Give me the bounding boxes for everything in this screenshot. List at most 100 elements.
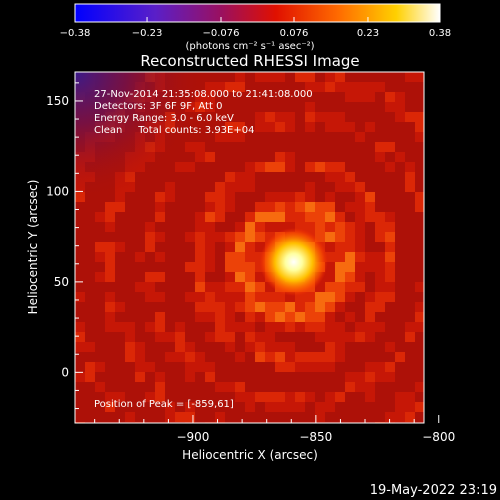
heatmap-cell <box>325 292 335 302</box>
heatmap-cell <box>335 352 345 362</box>
heatmap-cell <box>375 92 385 102</box>
heatmap-cell <box>385 102 395 112</box>
heatmap-cell <box>305 352 315 362</box>
heatmap-cell <box>195 302 205 312</box>
heatmap-cell <box>225 92 235 102</box>
heatmap-cell <box>85 342 95 352</box>
heatmap-cell <box>325 112 335 122</box>
heatmap-cell <box>285 192 295 202</box>
heatmap-cell <box>215 212 225 222</box>
heatmap-cell <box>325 262 335 272</box>
heatmap-cell <box>375 182 385 192</box>
heatmap-cell <box>245 102 255 112</box>
heatmap-cell <box>335 292 345 302</box>
heatmap-cell <box>375 302 385 312</box>
heatmap-cell <box>185 362 195 372</box>
heatmap-cell <box>205 122 215 132</box>
heatmap-cell <box>245 392 255 402</box>
heatmap-cell <box>215 302 225 312</box>
heatmap-cell <box>355 202 365 212</box>
heatmap-cell <box>405 272 415 282</box>
heatmap-cell <box>205 272 215 282</box>
heatmap-cell <box>255 322 265 332</box>
heatmap-cell <box>375 82 385 92</box>
heatmap-cell <box>345 402 355 412</box>
heatmap-cell <box>115 242 125 252</box>
heatmap-cell <box>85 372 95 382</box>
heatmap-cell <box>105 342 115 352</box>
heatmap-cell <box>195 222 205 232</box>
heatmap-cell <box>245 142 255 152</box>
heatmap-cell <box>385 112 395 122</box>
heatmap-cell <box>295 72 305 82</box>
heatmap-cell <box>285 112 295 122</box>
heatmap-cell <box>315 212 325 222</box>
heatmap-cell <box>225 112 235 122</box>
heatmap-cell <box>395 412 405 422</box>
heatmap-cell <box>345 252 355 262</box>
heatmap-cell <box>125 202 135 212</box>
heatmap-cell <box>325 372 335 382</box>
heatmap-cell <box>75 242 85 252</box>
heatmap-cell <box>135 262 145 272</box>
heatmap-cell <box>325 272 335 282</box>
heatmap-cell <box>315 382 325 392</box>
heatmap-cell <box>265 232 275 242</box>
heatmap-cell <box>285 372 295 382</box>
heatmap-cell <box>85 222 95 232</box>
heatmap-cell <box>85 212 95 222</box>
colorbar-tick-label: 0.38 <box>429 28 451 39</box>
y-tick-label: 100 <box>46 184 69 198</box>
heatmap-cell <box>275 382 285 392</box>
heatmap-cell <box>295 302 305 312</box>
heatmap-cell <box>305 332 315 342</box>
heatmap-cell <box>145 262 155 272</box>
heatmap-cell <box>145 342 155 352</box>
heatmap-cell <box>245 242 255 252</box>
heatmap-cell <box>295 152 305 162</box>
heatmap-cell <box>365 162 375 172</box>
heatmap-cell <box>95 402 105 412</box>
heatmap-cell <box>355 302 365 312</box>
heatmap-cell <box>265 122 275 132</box>
heatmap-cell <box>385 82 395 92</box>
heatmap-cell <box>255 292 265 302</box>
heatmap-cell <box>285 182 295 192</box>
heatmap-cell <box>325 342 335 352</box>
heatmap-cell <box>365 292 375 302</box>
heatmap-cell <box>285 122 295 132</box>
heatmap-cell <box>235 322 245 332</box>
heatmap-cell <box>365 232 375 242</box>
heatmap-cell <box>305 72 315 82</box>
heatmap-cell <box>125 362 135 372</box>
heatmap-cell <box>215 142 225 152</box>
heatmap-cell <box>165 222 175 232</box>
heatmap-cell <box>345 192 355 202</box>
heatmap-cell <box>335 372 345 382</box>
heatmap-cell <box>75 262 85 272</box>
heatmap-cell <box>245 82 255 92</box>
x-tick-label: −850 <box>299 430 332 444</box>
heatmap-cell <box>125 212 135 222</box>
heatmap-cell <box>405 132 415 142</box>
heatmap-cell <box>245 372 255 382</box>
heatmap-cell <box>165 202 175 212</box>
heatmap-cell <box>345 92 355 102</box>
heatmap-cell <box>215 412 225 422</box>
heatmap-cell <box>405 182 415 192</box>
heatmap-cell <box>395 262 405 272</box>
heatmap-cell <box>175 282 185 292</box>
heatmap-cell <box>325 172 335 182</box>
heatmap-cell <box>195 282 205 292</box>
heatmap-cell <box>365 102 375 112</box>
heatmap-cell <box>125 322 135 332</box>
heatmap-cell <box>345 352 355 362</box>
heatmap-cell <box>195 262 205 272</box>
heatmap-cell <box>225 302 235 312</box>
heatmap-cell <box>315 152 325 162</box>
heatmap-cell <box>375 282 385 292</box>
heatmap-cell <box>85 402 95 412</box>
heatmap-cell <box>135 292 145 302</box>
heatmap-cell <box>115 372 125 382</box>
heatmap-cell <box>185 412 195 422</box>
